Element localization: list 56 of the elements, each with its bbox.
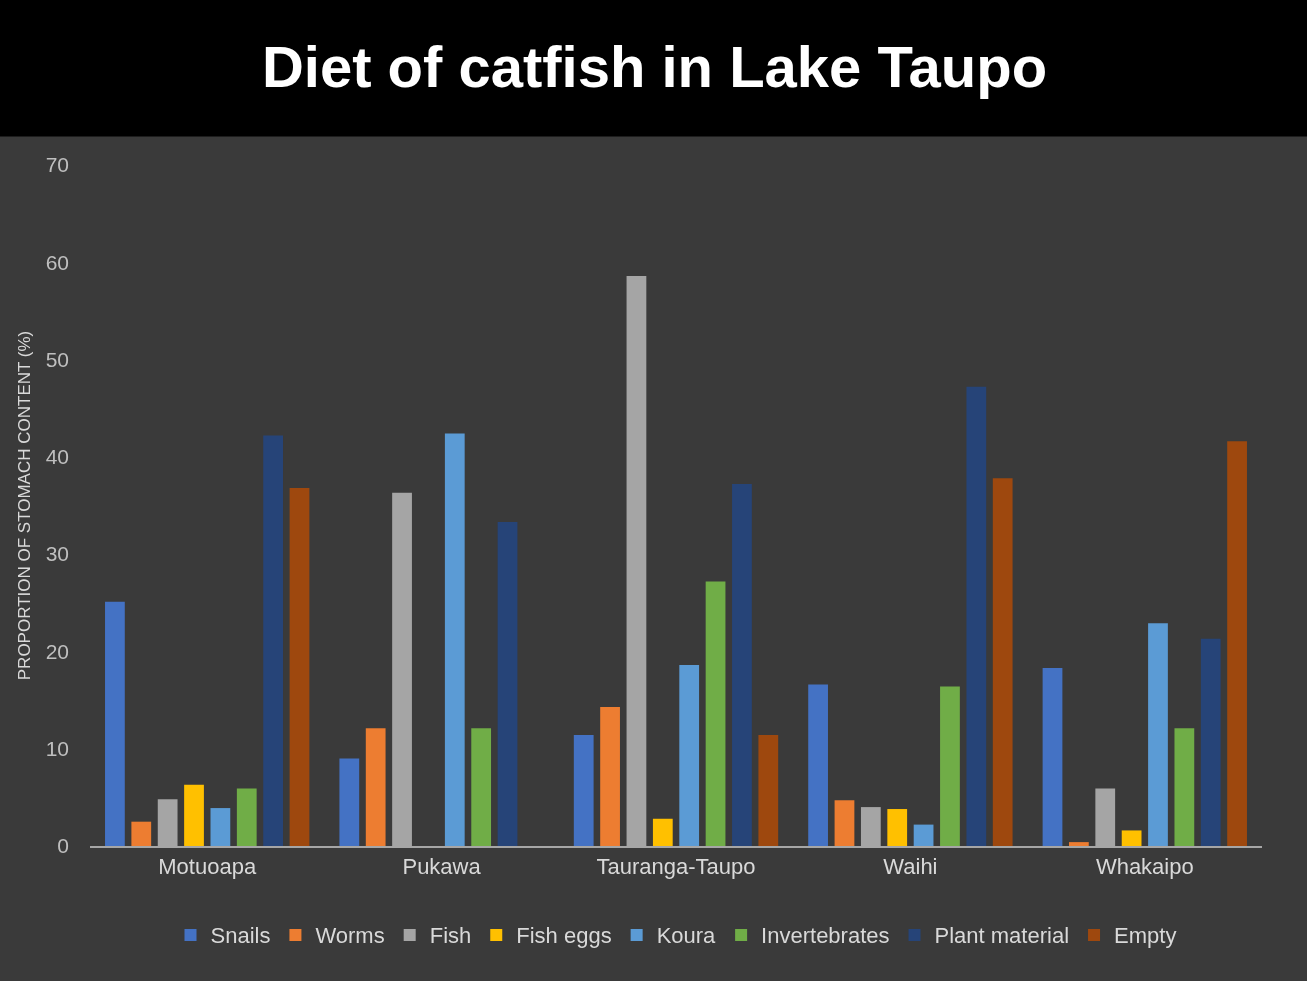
- bar: [573, 735, 594, 846]
- bar: [339, 758, 360, 846]
- bar: [471, 728, 492, 846]
- bar: [1200, 638, 1221, 846]
- bar: [966, 386, 987, 846]
- x-tick-label: Motuoapa: [158, 854, 257, 880]
- bar: [289, 487, 310, 846]
- y-tick-label: 50: [45, 347, 69, 371]
- bar: [808, 684, 828, 846]
- x-tick-label: Pukawa: [402, 854, 482, 880]
- y-tick-label: 60: [45, 250, 69, 274]
- bar: [444, 433, 465, 846]
- bar: [705, 581, 726, 846]
- legend-label: Plant material: [934, 923, 1070, 949]
- y-tick-label: 30: [45, 542, 69, 566]
- x-tick-label: Tauranga-Taupo: [596, 854, 756, 880]
- legend-label: Empty: [1114, 923, 1177, 949]
- bar: [131, 821, 152, 846]
- bar: [913, 824, 934, 846]
- bar: [365, 728, 386, 846]
- bar: [1148, 623, 1168, 846]
- bar: [834, 800, 855, 846]
- bar: [1227, 441, 1247, 846]
- bar: [732, 484, 752, 846]
- legend-label: Invertebrates: [761, 923, 890, 949]
- legend-label: Fish: [429, 923, 472, 949]
- bar: [992, 478, 1013, 846]
- chart-title: Diet of catfish in Lake Taupo: [261, 33, 1048, 99]
- bar: [1174, 728, 1195, 846]
- y-axis-title: PROPORTION OF STOMACH CONTENT (%): [15, 330, 35, 681]
- bar: [758, 735, 779, 846]
- bar: [940, 686, 960, 846]
- legend-label: Worms: [315, 923, 385, 949]
- bar: [1068, 842, 1089, 846]
- y-tick-label: 70: [45, 153, 69, 177]
- bar: [210, 808, 231, 846]
- bar: [105, 601, 125, 846]
- legend-label: Snails: [210, 923, 271, 949]
- x-tick-label: Whakaipo: [1095, 854, 1194, 880]
- bar: [184, 784, 204, 846]
- bar: [1121, 830, 1142, 846]
- bar: [263, 435, 284, 846]
- bar: [679, 665, 700, 846]
- bar: [497, 522, 518, 846]
- legend-label: Koura: [656, 923, 717, 949]
- bar: [1042, 667, 1063, 846]
- bar: [600, 706, 620, 846]
- legend-label: Fish eggs: [516, 923, 612, 949]
- x-tick-label: Waihi: [883, 854, 938, 880]
- y-tick-label: 40: [45, 445, 69, 469]
- y-tick-label: 20: [45, 639, 69, 663]
- bar: [652, 818, 673, 846]
- y-tick-label: 10: [45, 737, 69, 761]
- y-tick-label: 0: [57, 834, 69, 858]
- bar: [236, 788, 257, 846]
- bar: [887, 809, 908, 846]
